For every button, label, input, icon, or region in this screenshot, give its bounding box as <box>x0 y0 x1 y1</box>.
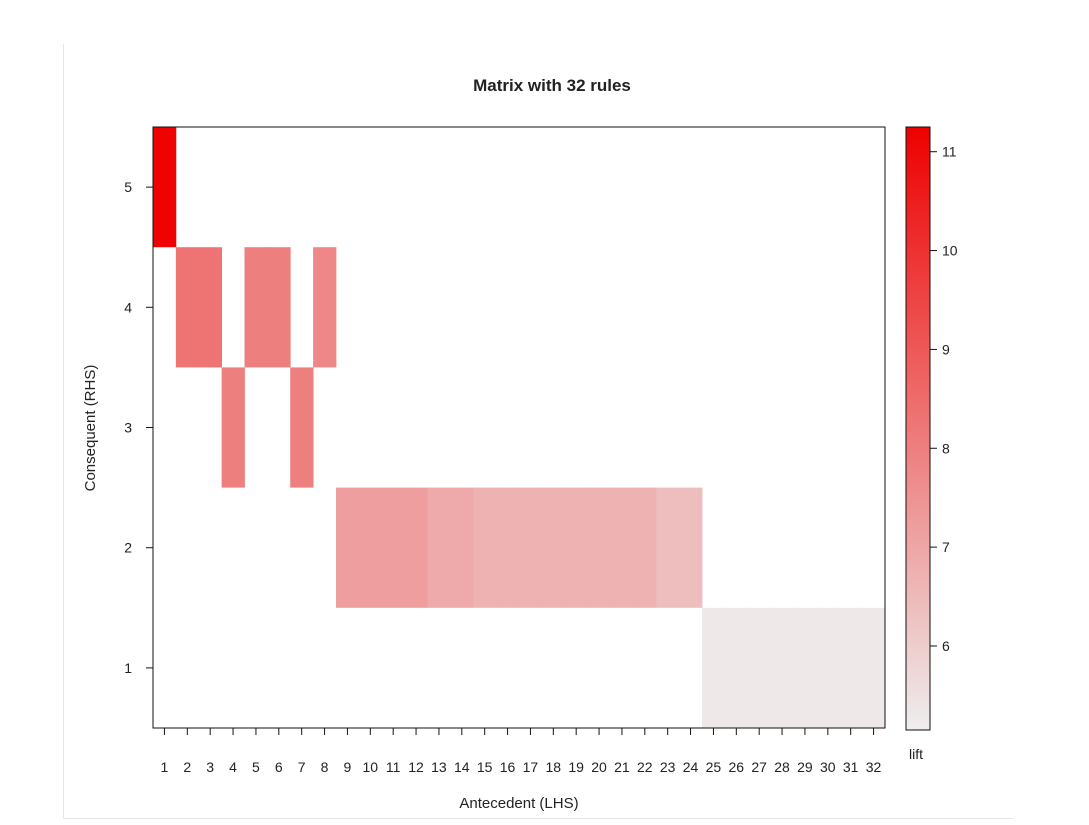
colorbar <box>905 126 931 731</box>
heatmap-cell <box>587 487 611 608</box>
colorbar-tick-label: 7 <box>942 539 950 555</box>
heatmap-cell <box>313 247 337 368</box>
frame-border-left <box>63 44 64 819</box>
heatmap-cell <box>793 607 817 728</box>
colorbar-tick-label: 9 <box>942 341 950 357</box>
heatmap-cell <box>633 487 657 608</box>
x-tick-label: 7 <box>298 759 306 775</box>
heatmap-cell <box>679 487 703 608</box>
x-tick-label: 28 <box>774 759 790 775</box>
heatmap-cell <box>244 247 268 368</box>
heatmap-cell <box>221 367 245 488</box>
heatmap-cell <box>702 607 726 728</box>
x-tick-label: 1 <box>161 759 169 775</box>
heatmap-cell <box>336 487 360 608</box>
heatmap-cell <box>473 487 497 608</box>
y-axis-label: Consequent (RHS) <box>82 365 99 492</box>
x-tick-label: 20 <box>591 759 607 775</box>
x-tick-label: 25 <box>706 759 722 775</box>
x-tick-label: 29 <box>797 759 813 775</box>
x-tick-label: 18 <box>546 759 562 775</box>
heatmap-cell <box>747 607 772 728</box>
x-tick-label: 23 <box>660 759 676 775</box>
y-tick-label: 5 <box>124 179 132 195</box>
heatmap-cell <box>770 607 794 728</box>
heatmap-cell <box>153 127 177 248</box>
x-tick-label: 26 <box>729 759 745 775</box>
x-axis: 1 2 3 4 5 6 7 8 9 10 11 12 13 14 15 16 17 18 19 20 21 22 23 24 2… <box>161 728 882 775</box>
colorbar-ticks: 6 7 8 9 10 11 <box>930 144 958 654</box>
x-axis-label: Antecedent (LHS) <box>459 795 578 812</box>
x-tick-label: 8 <box>321 759 329 775</box>
y-tick-label: 1 <box>124 660 132 676</box>
chart-title: Matrix with 32 rules <box>473 76 631 95</box>
x-tick-label: 24 <box>683 759 699 775</box>
x-tick-label: 6 <box>275 759 283 775</box>
heatmap-cell <box>427 487 451 608</box>
colorbar-tick-label: 10 <box>942 243 958 259</box>
x-tick-label: 9 <box>344 759 352 775</box>
heatmap-cell <box>724 607 749 728</box>
heatmap-cell <box>358 487 383 608</box>
heatmap-cells <box>153 127 886 728</box>
x-tick-label: 30 <box>820 759 836 775</box>
x-tick-label: 19 <box>568 759 584 775</box>
x-tick-label: 13 <box>431 759 447 775</box>
heatmap-cell <box>610 487 634 608</box>
colorbar-tick-label: 8 <box>942 440 950 456</box>
y-tick-label: 2 <box>124 540 132 556</box>
frame-border-bottom <box>63 818 1013 819</box>
x-tick-label: 21 <box>614 759 630 775</box>
heatmap-cell <box>404 487 428 608</box>
heatmap-cell <box>816 607 840 728</box>
x-tick-label: 12 <box>408 759 424 775</box>
heatmap-cell <box>564 487 589 608</box>
x-tick-label: 14 <box>454 759 470 775</box>
heatmap-cell <box>496 487 520 608</box>
heatmap-cell <box>519 487 543 608</box>
x-tick-label: 3 <box>206 759 214 775</box>
x-tick-label: 11 <box>386 759 401 775</box>
x-tick-label: 10 <box>363 759 379 775</box>
heatmap-cell <box>450 487 474 608</box>
heatmap-cell <box>290 367 314 488</box>
x-tick-label: 5 <box>252 759 260 775</box>
x-tick-label: 2 <box>183 759 191 775</box>
y-tick-label: 4 <box>124 299 132 315</box>
colorbar-tick-label: 11 <box>942 144 957 160</box>
y-tick-label: 3 <box>124 420 132 436</box>
heatmap-cell <box>541 487 566 608</box>
x-tick-label: 17 <box>523 759 539 775</box>
heatmap-cell <box>381 487 406 608</box>
x-tick-label: 27 <box>751 759 767 775</box>
heatmap-cell <box>267 247 291 368</box>
x-tick-label: 16 <box>500 759 516 775</box>
heatmap-cell <box>175 247 200 368</box>
colorbar-label: lift <box>909 746 923 762</box>
heatmap-cell <box>862 607 886 728</box>
colorbar-tick-label: 6 <box>942 638 950 654</box>
x-tick-label: 4 <box>229 759 237 775</box>
x-tick-label: 22 <box>637 759 653 775</box>
y-axis: 1 2 3 4 5 <box>124 179 153 676</box>
x-tick-label: 32 <box>866 759 882 775</box>
heatmap-cell <box>656 487 680 608</box>
heatmap-cell <box>198 247 223 368</box>
x-tick-label: 15 <box>477 759 493 775</box>
heatmap-cell <box>839 607 863 728</box>
x-tick-label: 31 <box>843 759 859 775</box>
